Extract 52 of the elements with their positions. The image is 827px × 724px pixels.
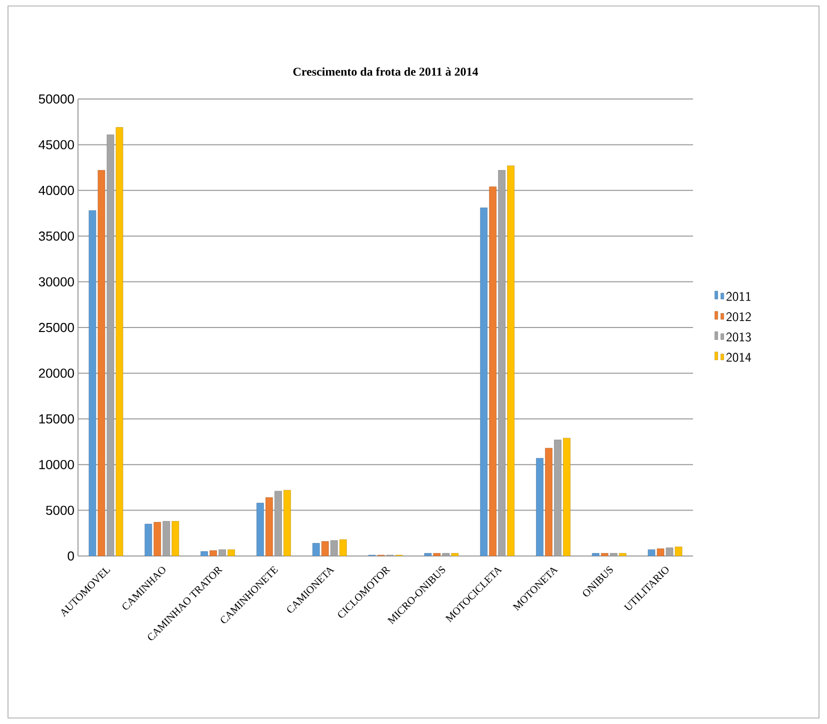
bar <box>536 458 544 556</box>
legend-label: 2011 <box>726 292 750 301</box>
bar <box>563 438 570 556</box>
bar <box>648 549 656 556</box>
bar <box>266 497 273 556</box>
bar <box>284 490 291 556</box>
bar <box>674 546 682 556</box>
bar <box>592 553 600 556</box>
bar <box>545 448 552 556</box>
legend-label: 2012 <box>726 312 751 322</box>
bar <box>116 127 124 556</box>
bar <box>489 186 496 556</box>
bar <box>610 553 618 556</box>
chart-title: Crescimento da frota de 2011 à 2014 <box>293 67 478 76</box>
bar <box>442 553 450 556</box>
legend-label: 2013 <box>726 332 751 342</box>
bar <box>172 521 180 556</box>
bar <box>154 522 162 556</box>
bar <box>424 553 432 556</box>
y-tick-label: 40000 <box>38 186 74 196</box>
y-tick-label: 10000 <box>39 460 74 470</box>
y-tick-label: 35000 <box>38 231 74 241</box>
bar <box>507 166 514 556</box>
y-tick-label: 30000 <box>38 277 74 286</box>
y-tick-label: 50000 <box>38 94 74 104</box>
y-tick-label: 15000 <box>39 414 74 424</box>
bar <box>330 540 338 556</box>
bar <box>228 549 235 556</box>
bar <box>144 524 152 556</box>
bar <box>339 539 347 556</box>
bar <box>162 521 170 556</box>
bar <box>321 541 329 556</box>
bar <box>666 548 674 556</box>
bar <box>618 553 626 556</box>
y-tick-label: 20000 <box>38 368 74 378</box>
y-tick-label: 45000 <box>38 140 74 150</box>
bar <box>433 553 441 556</box>
bar <box>218 549 226 556</box>
bar <box>256 502 264 556</box>
bar <box>600 553 608 556</box>
legend-label: 2014 <box>726 352 752 362</box>
bar <box>656 548 664 556</box>
bar <box>200 551 208 556</box>
bar <box>88 210 96 556</box>
bar <box>451 553 459 556</box>
bar <box>98 170 106 556</box>
bar <box>210 550 217 556</box>
y-tick-label: 25000 <box>38 322 74 332</box>
bar <box>480 208 488 556</box>
y-tick-label: 0 <box>68 551 74 561</box>
bar <box>312 543 320 556</box>
y-tick-label: 5000 <box>46 506 74 515</box>
